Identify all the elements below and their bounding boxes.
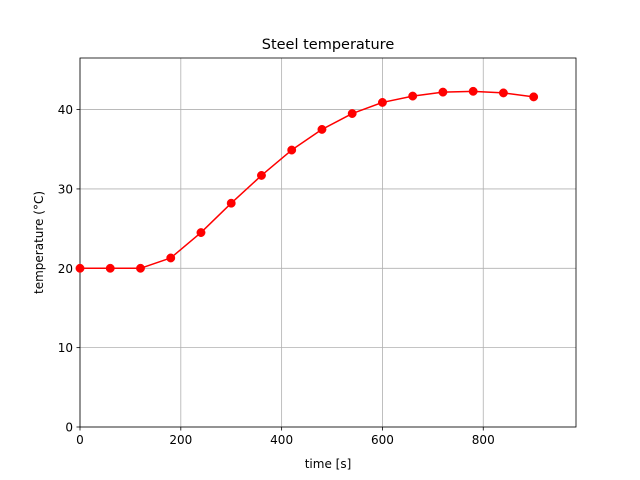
data-point [136,263,145,273]
data-point [468,86,478,96]
x-tick-label: 400 [270,433,293,447]
x-tick-label: 0 [76,433,84,447]
data-point [498,88,508,98]
y-tick-label: 30 [58,182,73,196]
axes: 0 200 400 600 800 0 10 20 30 40 [58,57,577,447]
x-axis-label: time [s] [305,457,352,471]
data-point [105,263,115,273]
data-point [287,145,297,155]
x-tick-label: 800 [472,433,495,447]
data-point [408,91,418,101]
data-point [75,263,85,273]
data-point [438,87,448,97]
data-point [529,92,539,102]
y-tick-label: 10 [58,341,73,355]
chart-title: Steel temperature [262,37,395,53]
plot-frame [79,57,577,428]
data-point [317,124,327,134]
data-point [196,228,206,238]
y-axis-label: temperature (°C) [32,191,46,294]
data-point [166,253,176,263]
series-layer [75,86,539,273]
y-tick-label: 20 [58,262,73,276]
y-tick-label: 40 [58,103,73,117]
x-tick-label: 200 [169,433,192,447]
y-tick-label: 0 [65,421,73,435]
x-tick-label: 600 [371,433,394,447]
series-line [80,90,534,270]
data-point [226,198,236,208]
data-point [377,97,387,107]
data-point [257,170,266,180]
data-point [347,109,357,118]
